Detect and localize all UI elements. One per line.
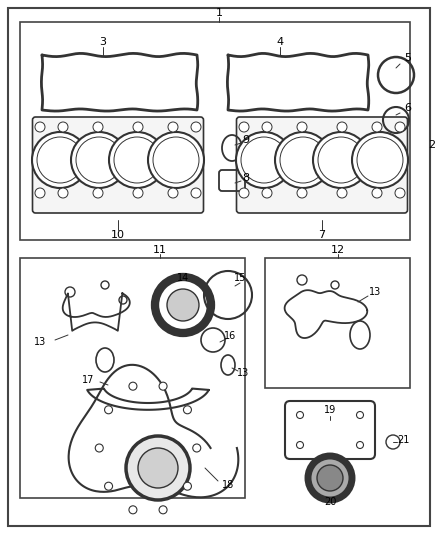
Text: 4: 4 <box>276 37 283 47</box>
Circle shape <box>191 122 201 132</box>
Text: 3: 3 <box>99 37 106 47</box>
Circle shape <box>93 188 103 198</box>
Text: 18: 18 <box>222 480 234 490</box>
Text: 13: 13 <box>237 368 249 378</box>
Circle shape <box>133 188 143 198</box>
Circle shape <box>153 137 199 183</box>
Circle shape <box>159 382 167 390</box>
Circle shape <box>241 137 287 183</box>
Text: 12: 12 <box>331 245 345 255</box>
Bar <box>265 258 410 388</box>
Circle shape <box>313 132 369 188</box>
Text: 15: 15 <box>234 273 246 283</box>
Circle shape <box>37 137 83 183</box>
Circle shape <box>308 456 352 500</box>
Circle shape <box>280 137 326 183</box>
Text: 8: 8 <box>243 173 250 183</box>
Circle shape <box>35 122 45 132</box>
Circle shape <box>148 132 204 188</box>
Bar <box>20 258 245 498</box>
Circle shape <box>262 188 272 198</box>
Text: 2: 2 <box>428 140 435 150</box>
Circle shape <box>105 406 113 414</box>
Circle shape <box>168 122 178 132</box>
Circle shape <box>159 506 167 514</box>
Circle shape <box>129 382 137 390</box>
Text: 13: 13 <box>34 337 46 347</box>
Circle shape <box>372 122 382 132</box>
Circle shape <box>168 188 178 198</box>
Text: 1: 1 <box>215 8 223 18</box>
Circle shape <box>337 122 347 132</box>
Text: 10: 10 <box>111 230 125 240</box>
Circle shape <box>32 132 88 188</box>
Text: 17: 17 <box>82 375 94 385</box>
Circle shape <box>133 122 143 132</box>
FancyBboxPatch shape <box>237 117 407 213</box>
Circle shape <box>76 137 122 183</box>
Text: 11: 11 <box>153 245 167 255</box>
Circle shape <box>395 122 405 132</box>
Circle shape <box>71 132 127 188</box>
Circle shape <box>352 132 408 188</box>
Circle shape <box>318 137 364 183</box>
Text: 20: 20 <box>324 497 336 507</box>
Circle shape <box>138 448 178 488</box>
Circle shape <box>357 137 403 183</box>
Circle shape <box>129 506 137 514</box>
Circle shape <box>191 188 201 198</box>
Text: 7: 7 <box>318 230 325 240</box>
Circle shape <box>184 406 191 414</box>
Circle shape <box>337 188 347 198</box>
Circle shape <box>93 122 103 132</box>
Circle shape <box>395 188 405 198</box>
Circle shape <box>193 444 201 452</box>
Circle shape <box>297 122 307 132</box>
Circle shape <box>114 137 160 183</box>
Text: 5: 5 <box>405 53 411 63</box>
Text: 13: 13 <box>369 287 381 297</box>
Text: 21: 21 <box>397 435 409 445</box>
Circle shape <box>372 188 382 198</box>
Circle shape <box>167 289 199 321</box>
Circle shape <box>126 436 190 500</box>
Text: 19: 19 <box>324 405 336 415</box>
Bar <box>20 22 410 240</box>
Circle shape <box>58 122 68 132</box>
Circle shape <box>58 188 68 198</box>
Text: 14: 14 <box>177 273 189 283</box>
Circle shape <box>105 482 113 490</box>
Circle shape <box>109 132 165 188</box>
Circle shape <box>184 482 191 490</box>
Circle shape <box>236 132 292 188</box>
Circle shape <box>297 188 307 198</box>
FancyBboxPatch shape <box>32 117 204 213</box>
Text: 6: 6 <box>405 103 411 113</box>
Circle shape <box>35 188 45 198</box>
Circle shape <box>275 132 331 188</box>
Circle shape <box>155 277 211 333</box>
Text: 9: 9 <box>243 135 250 145</box>
Text: 16: 16 <box>224 331 236 341</box>
Circle shape <box>239 188 249 198</box>
Circle shape <box>262 122 272 132</box>
Circle shape <box>239 122 249 132</box>
Circle shape <box>95 444 103 452</box>
Circle shape <box>317 465 343 491</box>
